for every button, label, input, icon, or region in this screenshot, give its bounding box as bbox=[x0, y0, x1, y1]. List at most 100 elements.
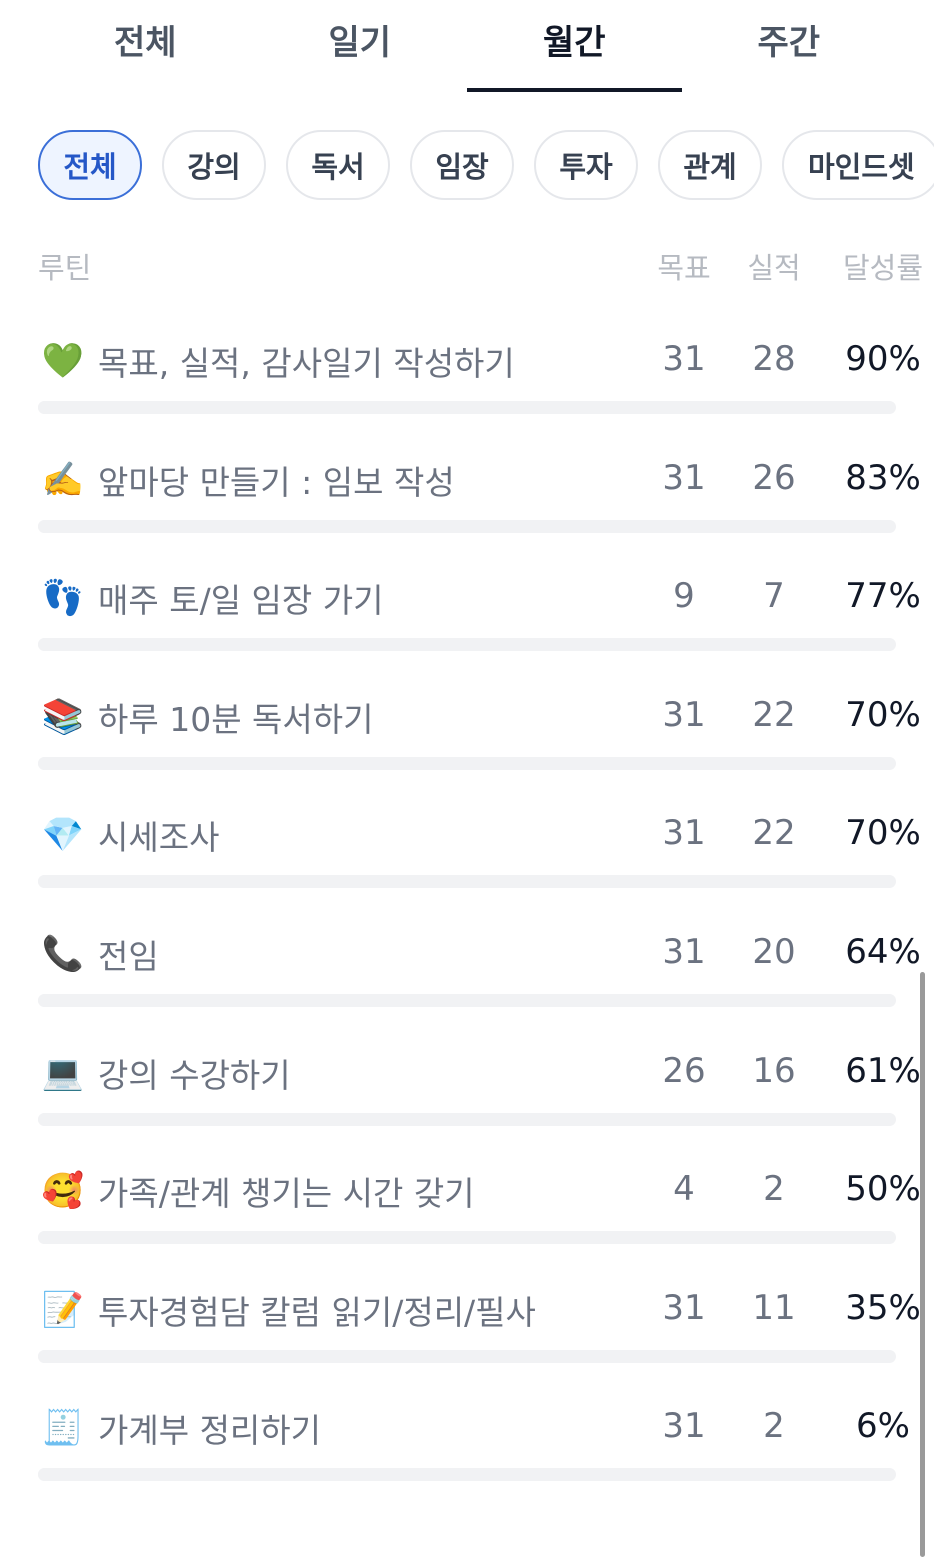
routine-row[interactable]: 🧾 가계부 정리하기 31 2 6% bbox=[38, 1392, 910, 1511]
rate-value: 64% bbox=[845, 932, 921, 972]
category-chip[interactable]: 투자 bbox=[534, 130, 638, 200]
rate-value: 70% bbox=[845, 813, 921, 854]
category-chip[interactable]: 마인드셋 bbox=[782, 130, 934, 200]
progress-fill bbox=[38, 401, 811, 414]
progress-fill bbox=[38, 1468, 90, 1482]
progress-bar bbox=[38, 401, 896, 414]
routine-emoji-icon: 👣 bbox=[41, 578, 85, 619]
rate-value: 61% bbox=[845, 1050, 921, 1091]
goal-value: 31 bbox=[662, 813, 706, 854]
table-header: 루틴 목표 실적 달성률 bbox=[38, 245, 923, 287]
progress-fill bbox=[38, 756, 639, 770]
category-chip[interactable]: 강의 bbox=[162, 130, 266, 200]
scrollbar[interactable] bbox=[920, 972, 925, 1557]
tab-3[interactable]: 주간 bbox=[757, 23, 821, 63]
category-chip[interactable]: 관계 bbox=[658, 130, 762, 200]
actual-value: 16 bbox=[752, 1050, 796, 1091]
routine-emoji-icon: 📞 bbox=[41, 934, 85, 974]
actual-value: 2 bbox=[763, 1169, 785, 1210]
routine-name: 💎 시세조사 bbox=[38, 811, 220, 859]
routine-name: 🥰 가족/관계 챙기는 시간 갖기 bbox=[38, 1167, 475, 1215]
routine-emoji-icon: 💚 bbox=[41, 341, 85, 381]
header-actual: 실적 bbox=[747, 251, 801, 285]
progress-bar bbox=[38, 1112, 896, 1126]
goal-value: 31 bbox=[662, 1287, 706, 1328]
progress-fill bbox=[38, 519, 751, 533]
category-chip[interactable]: 독서 bbox=[286, 130, 390, 200]
routine-emoji-icon: 📚 bbox=[41, 696, 85, 737]
progress-bar bbox=[38, 638, 896, 652]
routine-emoji-icon: ✍️ bbox=[41, 459, 85, 500]
routine-name: 👣 매주 토/일 임장 가기 bbox=[38, 574, 384, 622]
rate-value: 77% bbox=[845, 576, 921, 617]
routine-row[interactable]: 📞 전임 31 20 64% bbox=[38, 918, 921, 1037]
routine-row[interactable]: 🥰 가족/관계 챙기는 시간 갖기 4 2 50% bbox=[38, 1155, 921, 1274]
routine-name: 💻 강의 수강하기 bbox=[38, 1049, 291, 1097]
category-chip[interactable]: 전체 bbox=[38, 130, 142, 200]
goal-value: 31 bbox=[662, 932, 706, 972]
progress-bar bbox=[38, 1468, 896, 1482]
routine-row[interactable]: 💻 강의 수강하기 26 16 61% bbox=[38, 1037, 921, 1156]
rate-value: 70% bbox=[845, 694, 921, 735]
progress-bar bbox=[38, 756, 896, 770]
rate-value: 35% bbox=[845, 1287, 921, 1328]
tab-1[interactable]: 일기 bbox=[328, 23, 392, 63]
routine-row[interactable]: 📚 하루 10분 독서하기 31 22 70% bbox=[38, 681, 921, 800]
routine-label: 강의 수강하기 bbox=[98, 1055, 291, 1095]
routine-name: 💚 목표, 실적, 감사일기 작성하기 bbox=[38, 337, 515, 385]
rate-value: 83% bbox=[845, 457, 921, 498]
tab-2[interactable]: 월간 bbox=[467, 0, 682, 92]
progress-fill bbox=[38, 1231, 467, 1245]
rate-value: 90% bbox=[845, 339, 921, 379]
progress-fill bbox=[38, 1112, 562, 1126]
routine-label: 하루 10분 독서하기 bbox=[98, 699, 374, 739]
routine-emoji-icon: 📝 bbox=[41, 1289, 85, 1330]
routine-row[interactable]: ✍️ 앞마당 만들기 : 임보 작성 31 26 83% bbox=[38, 444, 921, 563]
routine-label: 투자경험담 칼럼 읽기/정리/필사 bbox=[98, 1292, 536, 1332]
routine-name: 📝 투자경험담 칼럼 읽기/정리/필사 bbox=[38, 1286, 536, 1334]
actual-value: 28 bbox=[752, 339, 796, 379]
progress-fill bbox=[38, 875, 639, 889]
header-routine: 루틴 bbox=[38, 251, 92, 285]
routine-name: 🧾 가계부 정리하기 bbox=[38, 1404, 321, 1452]
routine-label: 시세조사 bbox=[98, 818, 220, 858]
routine-label: 목표, 실적, 감사일기 작성하기 bbox=[98, 344, 515, 383]
routine-emoji-icon: 🥰 bbox=[41, 1171, 85, 1212]
category-chips: 전체 강의 독서 임장 투자 관계 마인드셋 bbox=[38, 130, 934, 200]
progress-bar bbox=[38, 519, 896, 533]
routine-row[interactable]: 📝 투자경험담 칼럼 읽기/정리/필사 31 11 35% bbox=[38, 1274, 921, 1393]
routine-name: 📞 전임 bbox=[38, 930, 159, 978]
routine-label: 전임 bbox=[98, 937, 159, 976]
routine-row[interactable]: 👣 매주 토/일 임장 가기 9 7 77% bbox=[38, 562, 921, 681]
routine-row[interactable]: 💚 목표, 실적, 감사일기 작성하기 31 28 90% bbox=[38, 325, 921, 444]
routine-name: 📚 하루 10분 독서하기 bbox=[38, 693, 374, 741]
routine-label: 앞마당 만들기 : 임보 작성 bbox=[98, 462, 455, 502]
routine-emoji-icon: 💻 bbox=[41, 1052, 85, 1093]
actual-value: 26 bbox=[752, 457, 796, 498]
routine-name: ✍️ 앞마당 만들기 : 임보 작성 bbox=[38, 456, 455, 504]
progress-fill bbox=[38, 638, 699, 652]
actual-value: 22 bbox=[752, 694, 796, 735]
view-tabs: 전체 일기 월간 주간 bbox=[38, 0, 896, 92]
actual-value: 2 bbox=[763, 1406, 785, 1447]
routine-label: 가계부 정리하기 bbox=[98, 1411, 322, 1451]
actual-value: 7 bbox=[763, 576, 785, 617]
routine-emoji-icon: 💎 bbox=[41, 815, 85, 856]
progress-fill bbox=[38, 994, 588, 1007]
goal-value: 4 bbox=[673, 1169, 695, 1210]
routine-label: 가족/관계 챙기는 시간 갖기 bbox=[98, 1174, 475, 1214]
routine-emoji-icon: 🧾 bbox=[41, 1408, 85, 1449]
actual-value: 22 bbox=[752, 813, 796, 854]
tab-0[interactable]: 전체 bbox=[113, 23, 177, 63]
header-rate: 달성률 bbox=[842, 251, 924, 285]
goal-value: 9 bbox=[673, 576, 695, 617]
goal-value: 31 bbox=[662, 457, 706, 498]
progress-bar bbox=[38, 875, 896, 889]
goal-value: 31 bbox=[662, 694, 706, 735]
progress-bar bbox=[38, 1231, 896, 1245]
goal-value: 31 bbox=[662, 1406, 706, 1447]
category-chip[interactable]: 임장 bbox=[410, 130, 514, 200]
routine-label: 매주 토/일 임장 가기 bbox=[98, 581, 384, 621]
routine-row[interactable]: 💎 시세조사 31 22 70% bbox=[38, 799, 921, 918]
actual-value: 11 bbox=[752, 1287, 796, 1328]
